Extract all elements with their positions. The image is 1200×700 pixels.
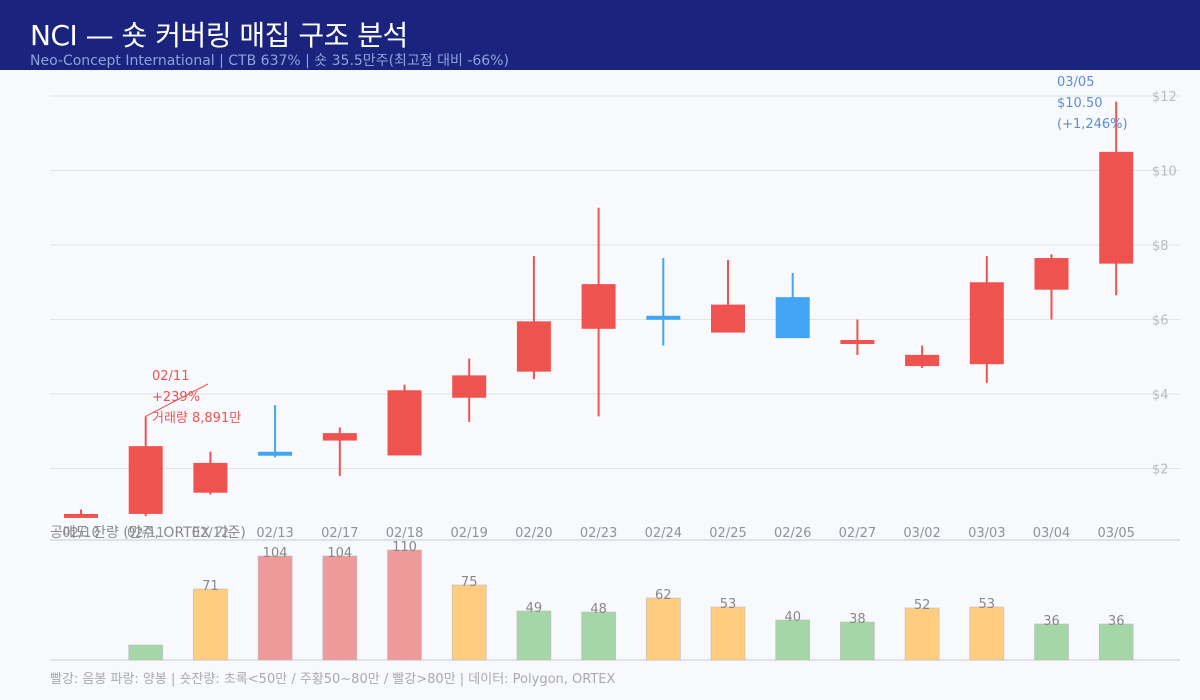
candle-body: [711, 304, 745, 333]
candle-body: [128, 446, 163, 514]
short-interest-bar-label: 49: [526, 601, 543, 616]
header-bar: NCI — 숏 커버링 매집 구조 분석 Neo-Concept Interna…: [0, 0, 1200, 70]
short-interest-bar: [904, 607, 940, 661]
x-tick-label: 03/02: [903, 526, 940, 541]
short-interest-bar: [969, 606, 1005, 661]
x-tick-label: 02/27: [839, 526, 876, 541]
x-tick-label: 03/04: [1033, 526, 1070, 541]
short-interest-bar-label: 62: [655, 588, 672, 603]
short-interest-bar-label: 110: [392, 540, 417, 555]
spike-annotation-change: +239%: [152, 390, 201, 405]
short-interest-bar-label: 52: [914, 598, 931, 613]
last-annotation-price: $10.50: [1057, 96, 1103, 111]
last-price-annotation: 03/05 $10.50 (+1,246%): [1057, 72, 1128, 135]
short-interest-bar: [387, 549, 422, 661]
candle-body: [193, 462, 228, 493]
candle-body: [969, 282, 1004, 365]
y-tick-label: $2: [1152, 463, 1169, 478]
short-interest-bar: [451, 584, 487, 661]
x-tick-label: 02/20: [515, 526, 552, 541]
short-interest-bar: [193, 588, 228, 661]
candle-body: [516, 321, 551, 372]
candle-body: [452, 375, 487, 398]
x-tick-label: 02/17: [321, 526, 358, 541]
y-tick-label: $4: [1152, 388, 1169, 403]
page-subtitle: Neo-Concept International | CTB 637% | 숏…: [30, 53, 509, 69]
short-interest-bar: [840, 621, 875, 661]
page-title: NCI — 숏 커버링 매집 구조 분석: [30, 19, 408, 52]
x-tick-label: 02/23: [580, 526, 617, 541]
candle-body: [387, 390, 422, 456]
short-interest-bar-label: 71: [202, 579, 219, 594]
candle-body: [840, 339, 875, 344]
x-tick-label: 03/05: [1097, 526, 1134, 541]
candle-body: [1034, 258, 1069, 290]
volume-panel-title: 공매도 잔량 (만주, ORTEX 기준): [50, 525, 246, 541]
candle-body: [258, 451, 293, 456]
y-tick-label: $6: [1152, 314, 1169, 329]
x-tick-label: 02/19: [450, 526, 487, 541]
x-tick-label: 02/26: [774, 526, 811, 541]
x-tick-label: 02/12: [192, 526, 229, 541]
short-interest-bar: [645, 597, 681, 661]
y-tick-label: $8: [1152, 239, 1169, 254]
short-interest-bar: [775, 619, 811, 661]
last-annotation-date: 03/05: [1057, 75, 1095, 90]
short-interest-bar: [322, 555, 358, 661]
short-interest-bar-label: 75: [461, 575, 478, 590]
footer-legend: 빨강: 음봉 파랑: 양봉 | 숏잔량: 초록<50만 / 주황50~80만 /…: [50, 672, 616, 687]
short-interest-bar: [516, 610, 552, 661]
candle-body: [1099, 151, 1134, 264]
x-tick-label: 02/24: [645, 526, 682, 541]
short-interest-bar-label: 40: [784, 610, 801, 625]
short-interest-bar-label: 38: [849, 612, 866, 627]
candle-body: [581, 284, 616, 329]
short-interest-bar-label: 104: [263, 546, 288, 561]
short-interest-bar-label: 104: [327, 546, 352, 561]
candle-body: [646, 315, 681, 320]
spike-annotation-date: 02/11: [152, 369, 190, 384]
x-tick-label: 02/13: [256, 526, 293, 541]
short-interest-bar-label: 53: [979, 597, 996, 612]
x-tick-label: 02/10: [62, 526, 99, 541]
candle-body: [905, 354, 940, 367]
short-interest-bar-label: 53: [720, 597, 737, 612]
short-interest-bar: [581, 611, 616, 661]
short-interest-bar-label: 36: [1108, 614, 1125, 629]
x-tick-label: 02/25: [709, 526, 746, 541]
x-tick-label: 03/03: [968, 526, 1005, 541]
short-interest-bar: [128, 644, 163, 661]
y-tick-label: $10: [1152, 165, 1177, 180]
short-interest-bar: [710, 606, 746, 661]
spike-annotation-volume: 거래량 8,891만: [152, 411, 242, 426]
y-tick-label: $12: [1152, 90, 1177, 105]
short-interest-bar-label: 48: [590, 602, 607, 617]
candle-body: [322, 433, 357, 441]
spike-annotation: 02/11 +239% 거래량 8,891만: [152, 366, 241, 429]
short-interest-bar-label: 36: [1043, 614, 1060, 629]
short-interest-bar: [1034, 623, 1069, 661]
short-interest-bar: [257, 555, 293, 661]
last-annotation-change: (+1,246%): [1057, 117, 1128, 132]
candle-body: [775, 297, 810, 339]
short-interest-bar: [1098, 623, 1134, 661]
spike-annotation-line: [145, 383, 209, 417]
x-tick-label: 02/11: [127, 526, 164, 541]
candle-body: [64, 513, 98, 518]
x-tick-label: 02/18: [386, 526, 423, 541]
